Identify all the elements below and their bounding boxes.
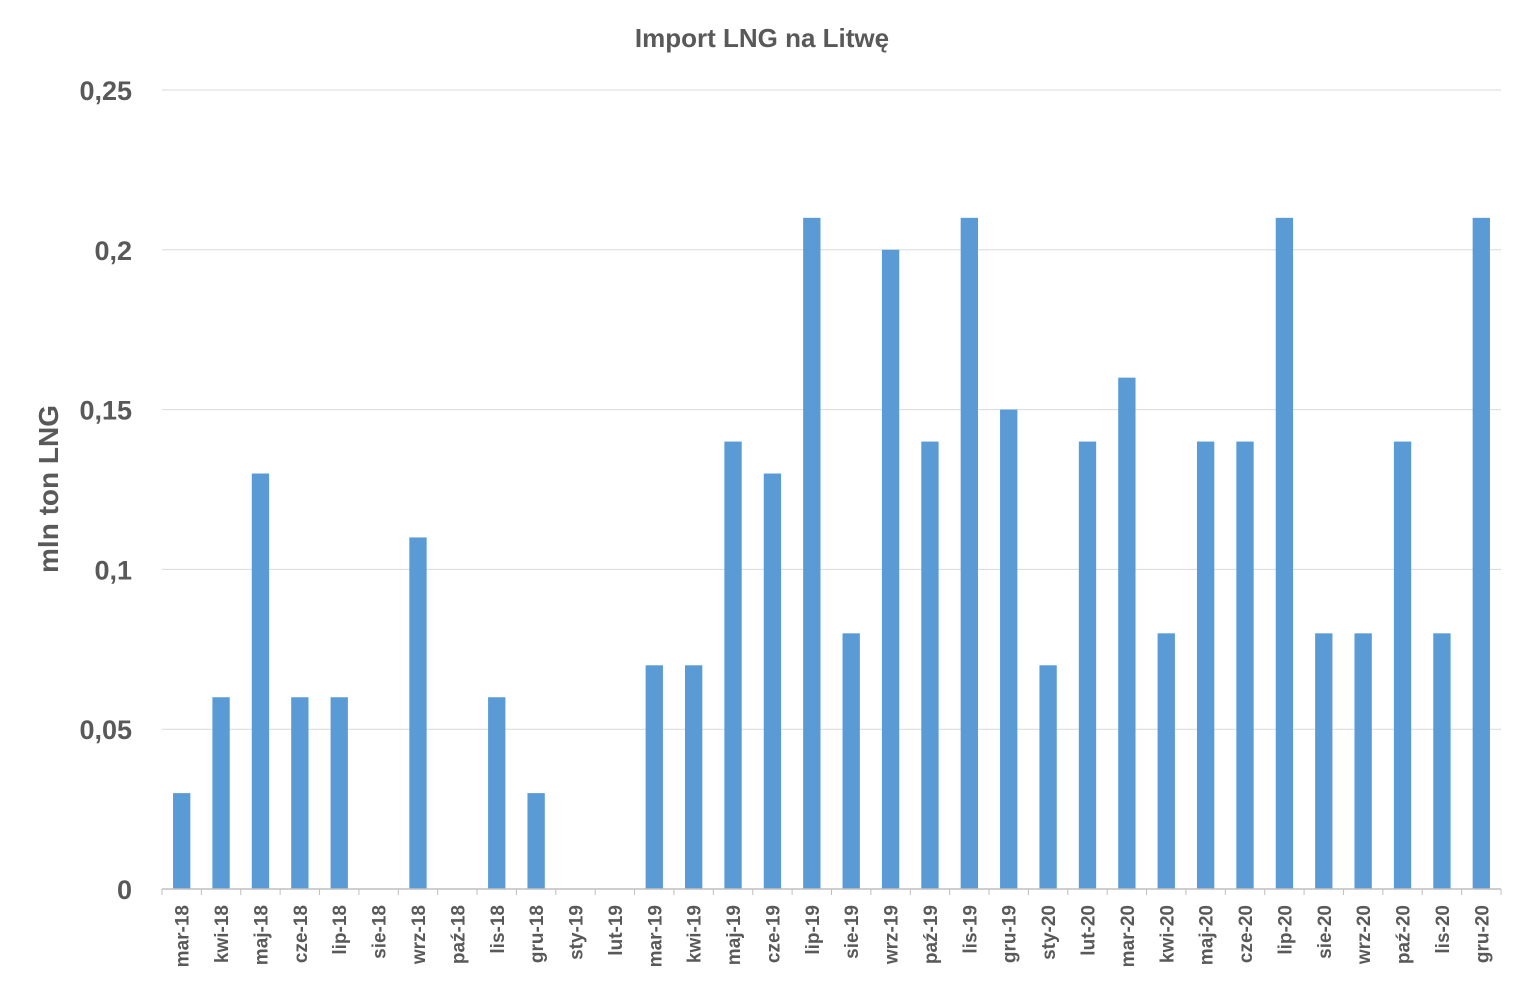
x-tick-label: paź-20: [1394, 905, 1415, 964]
bar-sie-20: [1315, 633, 1333, 889]
gridlines: [162, 89, 1501, 730]
bar-paź-20: [1393, 441, 1412, 889]
axes: [161, 888, 1502, 895]
chart-title: Import LNG na Litwę: [635, 23, 889, 53]
bars: [173, 217, 1490, 890]
x-tick-label: wrz-20: [1354, 905, 1375, 965]
x-tick-label: paź-19: [921, 905, 942, 964]
x-tick-label: gru-19: [1000, 905, 1021, 963]
bar-cze-18: [291, 697, 309, 889]
bar-mar-18: [173, 793, 191, 889]
x-tick-label: kwi-19: [685, 905, 706, 963]
y-tick-label: 0,1: [94, 555, 132, 585]
x-tick-label: maj-18: [251, 905, 272, 965]
bar-sie-19: [842, 633, 860, 889]
bar-maj-20: [1196, 441, 1215, 889]
y-tick-label: 0,05: [79, 715, 132, 745]
bar-lip-19: [803, 217, 821, 890]
x-tick-label: cze-19: [763, 905, 784, 963]
x-tick-label: sty-20: [1039, 905, 1060, 960]
x-tick-label: lis-19: [960, 905, 981, 954]
bar-kwi-19: [684, 665, 703, 889]
y-axis-title: mln ton LNG: [33, 405, 64, 573]
x-tick-label: lis-20: [1433, 905, 1454, 954]
bar-mar-19: [645, 665, 663, 889]
x-tick-label: wrz-18: [409, 905, 430, 965]
bar-lip-18: [330, 697, 348, 889]
x-tick-label: kwi-20: [1157, 905, 1178, 963]
bar-wrz-20: [1354, 633, 1372, 889]
y-tick-label: 0,25: [79, 76, 132, 106]
x-tick-label: gru-18: [527, 905, 548, 963]
x-tick-label: lip-20: [1275, 905, 1296, 955]
x-tick-label: kwi-18: [212, 905, 233, 963]
bar-maj-18: [251, 473, 270, 889]
x-tick-label: lip-18: [330, 905, 351, 955]
x-tick-label: gru-20: [1472, 905, 1493, 963]
x-tick-label: lip-19: [803, 905, 824, 955]
x-tick-label: maj-19: [724, 905, 745, 965]
x-tick-label: mar-18: [173, 905, 194, 967]
bar-kwi-18: [212, 697, 230, 889]
x-tick-labels: mar-18 kwi-18 maj-18 cze-18 lip-18 sie-18 wrz-…: [173, 905, 1494, 967]
x-tick-label: mar-19: [645, 905, 666, 967]
bar-lis-19: [960, 217, 979, 890]
bar-gru-19: [1000, 409, 1018, 889]
x-tick-label: wrz-19: [882, 905, 903, 965]
bar-gru-18: [527, 793, 545, 889]
bar-kwi-20: [1157, 633, 1175, 889]
bar-paź-19: [921, 441, 939, 889]
bar-lis-18: [488, 697, 506, 889]
x-tick-label: lis-18: [488, 905, 509, 954]
bar-lis-20: [1433, 633, 1451, 889]
x-tick-label: cze-18: [291, 905, 312, 963]
x-tick-label: sie-19: [842, 905, 863, 959]
x-tick-label: maj-20: [1197, 905, 1218, 965]
x-tick-label: paź-18: [448, 905, 469, 964]
x-tick-label: cze-20: [1236, 905, 1257, 963]
bar-sty-20: [1039, 665, 1057, 889]
y-tick-label: 0,2: [94, 236, 132, 266]
x-tick-label: sie-18: [370, 905, 391, 959]
bar-cze-19: [763, 473, 782, 889]
bar-lut-20: [1078, 441, 1097, 889]
x-tick-label: lut-20: [1078, 905, 1099, 956]
x-tick-label: sty-19: [567, 905, 588, 960]
y-tick-label: 0,15: [79, 396, 132, 426]
bar-wrz-18: [409, 537, 427, 889]
bar-cze-20: [1236, 441, 1254, 889]
bar-lip-20: [1275, 217, 1294, 890]
x-tick-label: lut-19: [606, 905, 627, 956]
bar-mar-20: [1118, 377, 1136, 889]
bar-gru-20: [1472, 217, 1490, 890]
y-tick-label: 0: [117, 875, 132, 905]
bar-wrz-19: [881, 249, 900, 890]
y-tick-labels: 0 0,05 0,1 0,15 0,2 0,25: [79, 76, 132, 905]
bar-maj-19: [724, 441, 742, 889]
x-tick-label: sie-20: [1315, 905, 1336, 959]
x-tick-label: mar-20: [1118, 905, 1139, 967]
